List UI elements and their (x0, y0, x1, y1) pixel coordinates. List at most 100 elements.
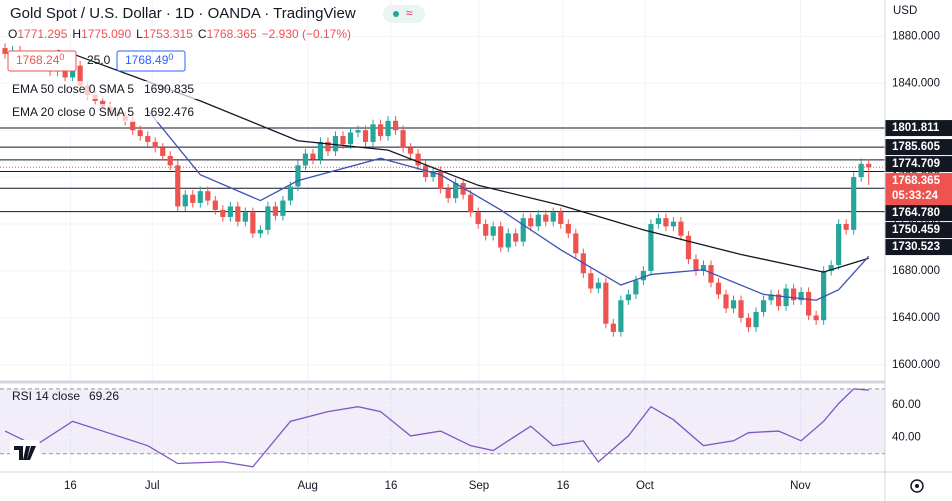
x-tick-label: Aug (297, 480, 317, 492)
candle-body (663, 218, 669, 227)
candle-body (708, 265, 714, 283)
candle-body (347, 132, 354, 145)
ask-sup: 0 (168, 52, 173, 62)
x-tick-label: Jul (145, 480, 160, 492)
bid-price: 1768.240 (16, 52, 64, 67)
candle-body (513, 233, 519, 242)
price-label-box (885, 239, 952, 256)
candle-body (468, 194, 474, 213)
candle-body (152, 141, 158, 148)
price-label-box (885, 156, 952, 173)
candle-body (640, 270, 646, 281)
candle-body (490, 226, 496, 236)
candle-body (543, 214, 549, 222)
candle-body (775, 294, 782, 307)
candle-body (550, 212, 556, 222)
change: −2.930 (−0.17%) (262, 27, 351, 41)
series-line (147, 109, 870, 301)
y-tick-label: 1880.000 (892, 30, 940, 42)
ask-main: 1768.49 (125, 53, 169, 67)
candle-body (588, 273, 594, 289)
candle-body (160, 147, 166, 156)
candle-body (610, 323, 616, 332)
legend-name: EMA 50 close 0 SMA 5 (12, 82, 134, 96)
price-label: 1801.811 (892, 122, 940, 134)
candle-body (310, 153, 316, 160)
candle-body (325, 141, 331, 152)
bid-box[interactable] (7, 50, 77, 72)
price-label: 1785.605 (892, 141, 941, 153)
legend-value: 1692.476 (144, 105, 194, 119)
candle-body (648, 224, 654, 271)
candle-body (438, 171, 444, 189)
candle-body (392, 120, 399, 131)
candle-body (678, 221, 684, 236)
candle-body (505, 233, 511, 248)
candle-body (197, 191, 203, 203)
candle-body (528, 218, 534, 227)
candle-body (415, 153, 421, 166)
candle-body (430, 171, 436, 178)
legend-bg (8, 104, 198, 122)
spread: 25.0 (87, 53, 111, 67)
ohlc-value: 1775.090 (81, 27, 131, 41)
legend-value: 69.26 (89, 389, 119, 403)
candle-body (205, 191, 211, 201)
ohlc-key: L (136, 27, 143, 41)
candle-body (618, 300, 624, 332)
header-toggle-icon: ≈ (406, 6, 413, 20)
candle-body (760, 300, 767, 312)
candle-body (167, 155, 173, 166)
candle-body (828, 265, 834, 271)
candle-body (182, 194, 188, 207)
candle-body (220, 209, 226, 217)
candle-body (137, 130, 143, 137)
candle-body (483, 224, 489, 236)
candle-body (866, 163, 872, 168)
header-toggle-dot (393, 11, 399, 17)
ohlc-value: 1768.365 (207, 27, 257, 41)
candle-body (851, 177, 857, 230)
candle-body (175, 165, 181, 207)
x-tick-label: 16 (385, 480, 398, 492)
candle-body (535, 214, 541, 227)
ohlc-value: 1771.295 (17, 27, 67, 41)
candle-body (806, 292, 812, 316)
ohlc-key: O (8, 27, 17, 41)
ask-box[interactable] (116, 50, 186, 72)
candle-body (370, 124, 376, 142)
rsi-band (0, 388, 885, 454)
candle-body (362, 130, 369, 142)
candle-body (250, 212, 256, 234)
candle-body (821, 270, 827, 321)
candle-body (385, 120, 391, 137)
price-label-box (885, 222, 952, 239)
y-tick-label: 1600.000 (892, 359, 940, 371)
ohlc-key: H (72, 27, 81, 41)
header-toggle[interactable] (383, 5, 425, 23)
ohlc-value: 1753.315 (143, 27, 193, 41)
candle-body (62, 69, 68, 78)
candle-body (242, 212, 248, 222)
candle-body (475, 212, 481, 225)
settings-icon[interactable] (910, 479, 924, 493)
candle-body (723, 294, 729, 309)
candle-body (791, 288, 797, 301)
price-label: 1764.780 (892, 207, 940, 219)
candle-body (302, 153, 309, 166)
price-label-box (885, 139, 952, 156)
candle-body (603, 282, 609, 324)
candle-body (843, 224, 849, 230)
ohlc-legend: O1771.295 H1775.090 L1753.315 C1768.365 −2.9… (8, 27, 351, 41)
currency-label: USD (893, 5, 917, 17)
y-tick-label: 40.00 (892, 432, 921, 444)
candle-body (257, 229, 263, 234)
legend-name: EMA 20 close 0 SMA 5 (12, 105, 134, 119)
y-tick-label: 60.00 (892, 399, 921, 411)
candle-body (130, 120, 136, 131)
bid-main: 1768.24 (16, 53, 60, 67)
candle-body (2, 48, 8, 54)
candle-body (753, 311, 759, 328)
candle-body (100, 100, 106, 107)
candle-body (858, 163, 864, 178)
